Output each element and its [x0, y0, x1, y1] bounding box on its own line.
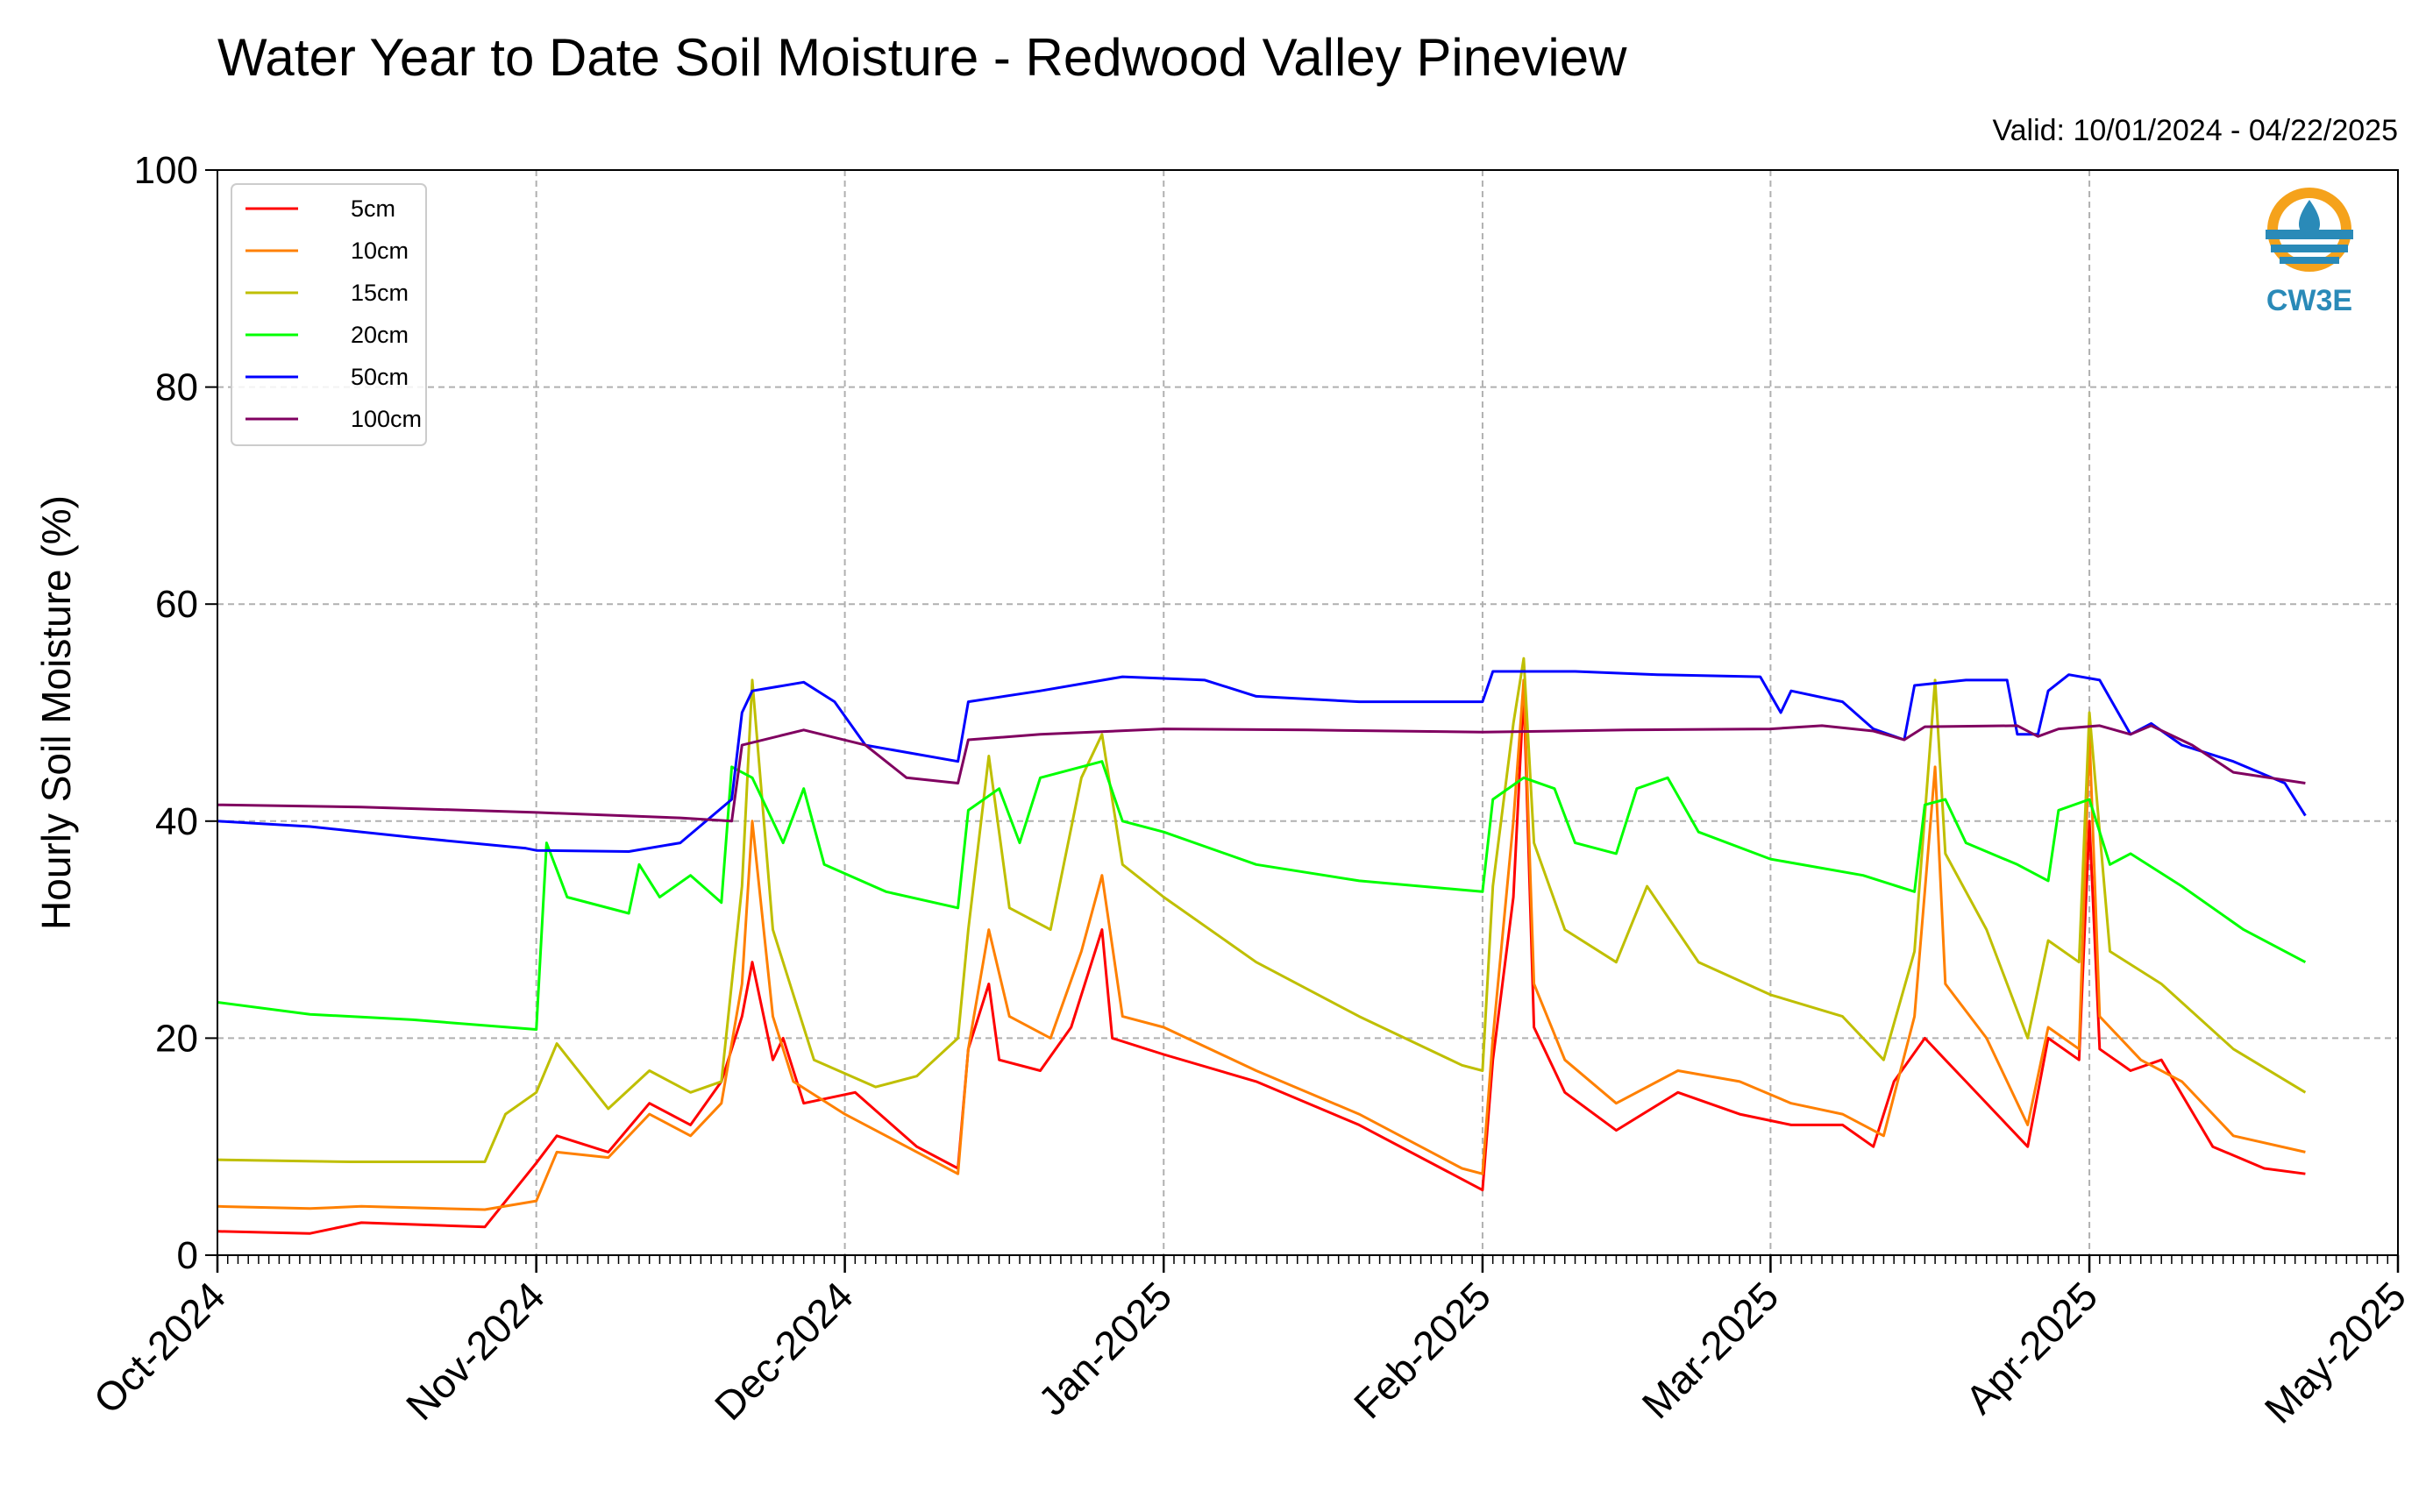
series-line-50cm [217, 670, 2307, 853]
cw3e-logo: CW3E [2266, 188, 2353, 317]
legend-label: 15cm [351, 280, 409, 306]
series-line-100cm [217, 724, 2306, 823]
x-tick-label: Apr-2025 [1957, 1273, 2107, 1423]
x-tick-label: Nov-2024 [397, 1273, 553, 1429]
logo-wave-2 [2271, 245, 2348, 252]
logo-wave-3 [2280, 257, 2339, 264]
x-tick-label: Dec-2024 [706, 1273, 862, 1429]
chart-title: Water Year to Date Soil Moisture - Redwo… [217, 28, 1627, 87]
x-tick-label: Feb-2025 [1345, 1273, 1499, 1427]
x-axis-ticks: Oct-2024 Nov-2024 Dec-2024 Jan-2025 Feb-2025… [85, 1255, 2415, 1432]
legend-label: 5cm [351, 195, 395, 222]
series-lines [217, 657, 2307, 1235]
x-tick-label: Oct-2024 [85, 1273, 235, 1423]
x-tick-label: May-2025 [2256, 1273, 2415, 1431]
legend-label: 100cm [351, 406, 422, 432]
legend-label: 10cm [351, 238, 409, 264]
y-tick-label: 20 [155, 1017, 198, 1060]
series-line-15cm [217, 657, 2307, 1163]
y-axis-label: Hourly Soil Moisture (%) [33, 495, 79, 930]
y-axis-ticks: 0 20 40 60 80 100 [134, 149, 217, 1277]
chart-subtitle: Valid: 10/01/2024 - 04/22/2025 [1992, 114, 2398, 147]
series-line-5cm [217, 689, 2306, 1235]
y-tick-label: 40 [155, 800, 198, 843]
series-line-10cm [217, 678, 2306, 1211]
legend-label: 50cm [351, 364, 409, 390]
legend: 5cm 10cm 15cm 20cm 50cm 100cm [231, 183, 427, 446]
y-tick-label: 80 [155, 366, 198, 409]
y-tick-label: 100 [134, 149, 198, 192]
y-tick-label: 0 [177, 1234, 198, 1277]
x-tick-label: Mar-2025 [1633, 1273, 1787, 1427]
legend-label: 20cm [351, 322, 409, 348]
series-line-20cm [217, 760, 2307, 1031]
x-tick-label: Jan-2025 [1029, 1273, 1180, 1423]
y-tick-label: 60 [155, 583, 198, 626]
water-drop-icon [2299, 200, 2320, 237]
logo-text: CW3E [2266, 284, 2352, 317]
